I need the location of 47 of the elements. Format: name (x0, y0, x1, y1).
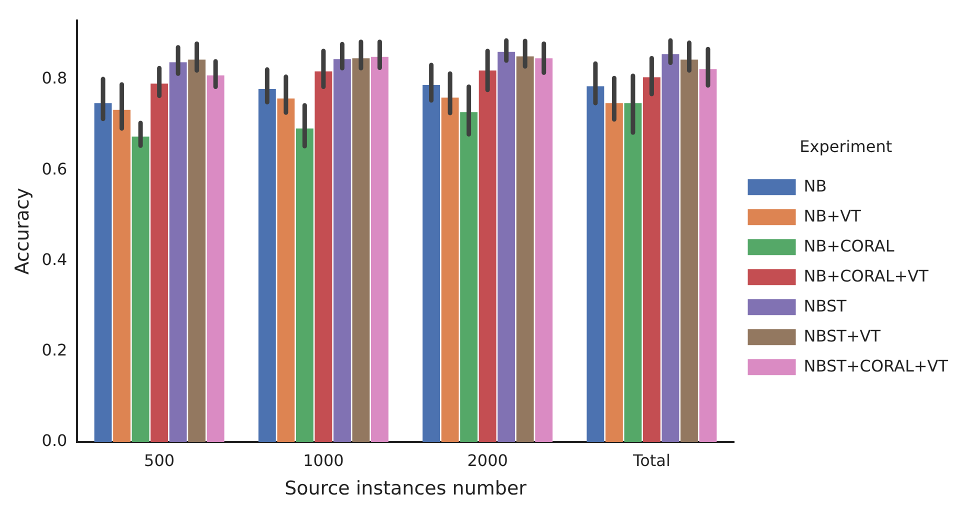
x-axis-title: Source instances number (284, 478, 527, 500)
bar (206, 75, 224, 442)
bar (516, 56, 534, 442)
bar (132, 136, 150, 442)
legend-label: NB+CORAL+VT (804, 266, 929, 286)
bar (113, 110, 131, 442)
bar (605, 103, 623, 442)
bar (258, 89, 276, 442)
bar (441, 98, 459, 442)
y-tick-label: 0.2 (42, 340, 68, 360)
bar (94, 103, 112, 442)
legend-label: NB (804, 176, 827, 196)
bar (314, 71, 332, 442)
y-axis-title: Accuracy (11, 188, 34, 275)
legend-label: NBST (804, 296, 847, 316)
bar (680, 60, 698, 442)
bar (150, 84, 168, 442)
x-tick-label: 1000 (303, 450, 344, 470)
bar (169, 62, 187, 442)
legend-label: NBST+VT (804, 326, 881, 346)
bar (188, 60, 206, 442)
bar (333, 59, 351, 442)
y-tick-label: 0.8 (42, 68, 68, 88)
bar (498, 52, 516, 442)
y-tick-label: 0.4 (42, 250, 68, 269)
bar (662, 54, 680, 442)
bar (624, 103, 642, 442)
bar (699, 69, 717, 442)
x-tick-label: 2000 (467, 450, 508, 470)
bar (478, 70, 496, 442)
legend-label: NB+CORAL (804, 236, 894, 256)
bar (296, 128, 314, 442)
legend-label: NB+VT (804, 206, 862, 226)
x-tick-label: Total (632, 450, 670, 470)
bar (371, 56, 388, 442)
bar (422, 84, 440, 442)
legend-label: NBST+CORAL+VT (804, 356, 948, 376)
legend-title: Experiment (800, 137, 892, 156)
bar (277, 98, 295, 442)
bar (352, 58, 370, 442)
bar (535, 58, 553, 442)
y-tick-label: 0.6 (42, 159, 68, 178)
bar (642, 77, 660, 442)
y-tick-label: 0.0 (42, 431, 68, 450)
x-tick-label: 500 (144, 450, 175, 470)
bar (586, 86, 604, 442)
bar (460, 112, 478, 442)
